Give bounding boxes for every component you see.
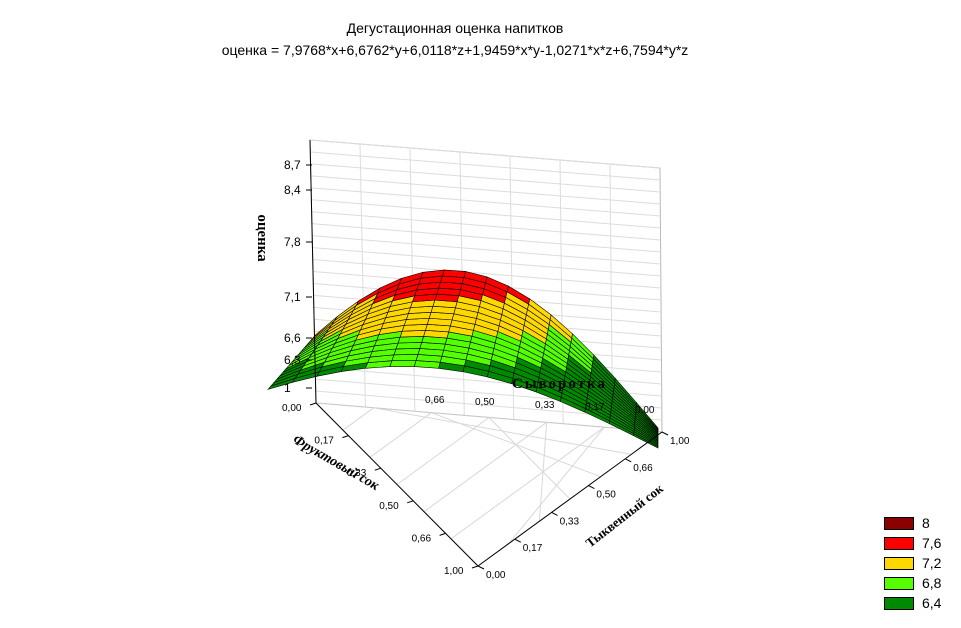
right-axis-tick-label: 1,00 (670, 436, 690, 447)
z-tick-label: 7,8 (284, 235, 301, 249)
left-axis-tick-mark (342, 435, 349, 439)
legend-label: 8 (922, 515, 930, 531)
legend: 8 7,6 7,2 6,8 6,4 (884, 514, 960, 614)
legend-swatch (884, 556, 914, 570)
back-axis-title: Сыворотка (512, 376, 607, 392)
right-axis-tick-label: 0,17 (523, 543, 543, 554)
z-tick-label: 8,7 (284, 158, 301, 172)
z-tick-label: 6,6 (284, 331, 301, 345)
left-axis-tick-mark (439, 532, 446, 536)
response-surface (267, 269, 659, 449)
back-wall-hline (311, 187, 661, 217)
legend-item: 7,6 (884, 534, 960, 552)
left-axis-tick-label: 0,33 (347, 468, 367, 479)
back-wall-hline (309, 139, 661, 169)
legend-label: 7,2 (922, 555, 942, 571)
right-axis-tick-mark (514, 538, 522, 543)
chart-title: Дегустационная оценка напитков (346, 20, 564, 36)
left-axis-tick-label: 0,66 (412, 533, 432, 544)
z-tick-label: 1 (284, 381, 291, 395)
left-floor-axis-line (315, 402, 479, 567)
axes (306, 139, 669, 570)
back-wall-hline (310, 163, 661, 193)
back-wall-hline (311, 223, 661, 253)
right-axis-tick-mark (661, 431, 669, 436)
surface-patch (393, 348, 421, 356)
surface-patch (389, 360, 417, 367)
legend-item: 6,8 (884, 574, 960, 592)
right-axis-title: Тыквенный сок (583, 480, 667, 550)
floor-gridline (450, 426, 605, 540)
right-floor-axis-line (477, 431, 663, 567)
surface-patch (636, 402, 659, 431)
right-axis-tick-mark (551, 511, 558, 516)
right-axis-tick-label: 0,00 (486, 570, 506, 581)
back-wall-hline (312, 235, 661, 265)
floor-gridline (508, 426, 605, 544)
back-wall-hline (312, 259, 661, 289)
surface-patch (395, 342, 423, 350)
left-axis-tick-label: 1,00 (444, 566, 464, 577)
z-axis-title: оценка (254, 214, 270, 262)
legend-item: 7,2 (884, 554, 960, 572)
back-wall-hline (311, 211, 661, 241)
floor-gridline (423, 421, 547, 513)
surface-patch (391, 354, 419, 361)
right-axis-tick-label: 0,66 (633, 463, 653, 474)
left-axis-tick-mark (471, 565, 479, 569)
back-wall-hline (312, 247, 661, 277)
z-tick-label: 6,3 (284, 353, 301, 367)
legend-label: 6,4 (922, 595, 942, 611)
right-axis-tick-mark (477, 565, 485, 570)
legend-swatch (884, 576, 914, 590)
chart-equation: оценка = 7,9768*x+6,6762*y+6,0118*z+1,94… (221, 42, 689, 58)
left-axis-tick-label: 0,00 (282, 403, 302, 414)
z-tick-label: 7,1 (284, 290, 301, 304)
right-axis-tick-mark (624, 458, 632, 463)
surface-patch (441, 269, 467, 278)
back-axis-tick-label: 0,17 (585, 402, 605, 413)
left-axis-tick-label: 0,17 (314, 436, 334, 447)
right-axis-tick-label: 0,33 (560, 516, 580, 527)
z-tick-label: 8,4 (284, 183, 301, 197)
left-axis-tick-mark (374, 467, 381, 471)
legend-swatch (884, 516, 914, 530)
right-axis-tick-label: 0,50 (596, 490, 616, 501)
back-axis-tick-label: 0,66 (425, 395, 445, 406)
left-axis-tick-mark (309, 402, 317, 406)
surface-patch (397, 336, 425, 344)
z-axis-line (309, 139, 317, 404)
floor-gridline (369, 412, 432, 458)
legend-item: 8 (884, 514, 960, 532)
legend-label: 6,8 (922, 575, 942, 591)
back-axis-tick-label: 0,00 (635, 405, 655, 416)
right-axis-tick-mark (588, 485, 595, 490)
floor-gridline (396, 417, 490, 485)
legend-swatch (884, 536, 914, 550)
legend-swatch (884, 596, 914, 610)
back-wall-hline (310, 151, 661, 181)
back-wall-hline (310, 175, 661, 205)
legend-label: 7,6 (922, 535, 942, 551)
back-axis-tick-label: 0,50 (475, 397, 495, 408)
left-axis-tick-label: 0,50 (379, 501, 399, 512)
back-axis-tick-label: 0,33 (535, 400, 555, 411)
left-axis-tick-mark (407, 500, 414, 504)
back-wall-hline (311, 199, 661, 229)
floor-gridline (342, 407, 374, 431)
legend-item: 6,4 (884, 594, 960, 612)
